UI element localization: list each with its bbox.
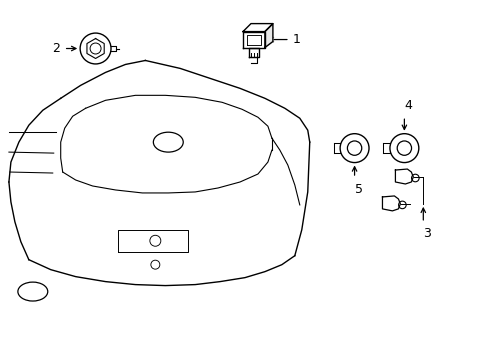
Text: 4: 4 bbox=[404, 99, 411, 112]
Text: 2: 2 bbox=[52, 42, 60, 55]
Polygon shape bbox=[243, 32, 264, 48]
Text: 3: 3 bbox=[423, 227, 430, 240]
Polygon shape bbox=[382, 196, 400, 211]
Polygon shape bbox=[243, 24, 272, 32]
Text: 5: 5 bbox=[354, 183, 362, 196]
Polygon shape bbox=[250, 58, 256, 63]
Text: 1: 1 bbox=[292, 33, 300, 46]
Polygon shape bbox=[395, 169, 412, 184]
Polygon shape bbox=[248, 48, 259, 58]
Polygon shape bbox=[264, 24, 272, 48]
